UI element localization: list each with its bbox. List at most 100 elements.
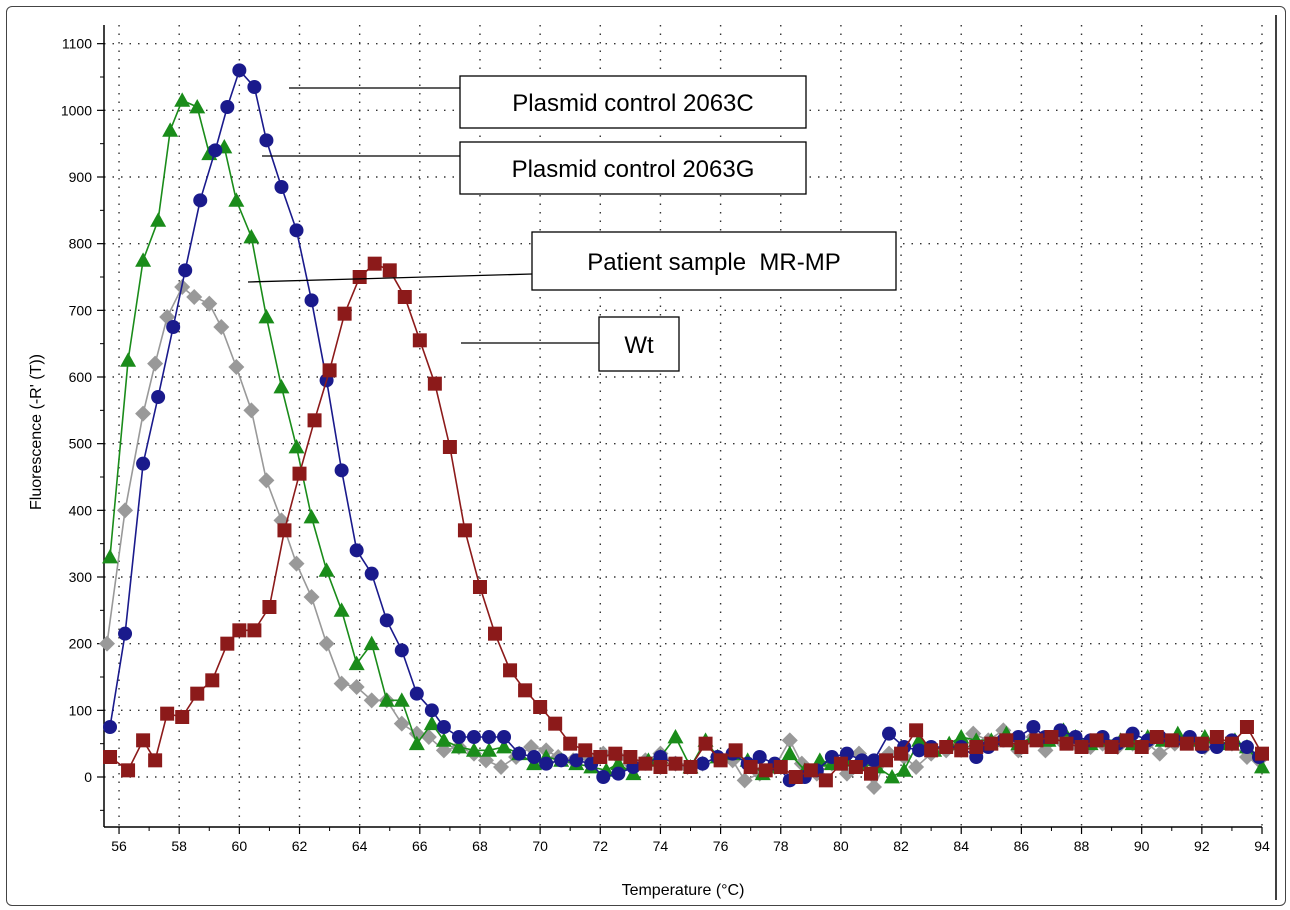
data-point xyxy=(578,743,593,758)
data-point xyxy=(135,405,152,422)
data-point xyxy=(1029,733,1044,748)
y-tick-label: 800 xyxy=(69,236,93,252)
data-point xyxy=(349,543,364,558)
data-point xyxy=(593,750,608,764)
data-point xyxy=(1089,733,1104,748)
data-point xyxy=(348,655,365,671)
data-point xyxy=(412,333,427,348)
x-axis-title: Temperature (°C) xyxy=(622,882,745,899)
y-tick-label: 100 xyxy=(69,702,93,718)
data-point xyxy=(939,740,954,754)
data-point xyxy=(364,566,379,581)
data-point xyxy=(333,602,350,617)
data-point xyxy=(758,763,773,778)
data-point xyxy=(954,743,969,758)
callout-text: Plasmid control 2063G xyxy=(512,156,755,183)
data-point xyxy=(882,726,897,741)
data-point xyxy=(232,63,247,78)
data-point xyxy=(865,779,882,795)
callout-box xyxy=(459,141,807,195)
series-square xyxy=(103,256,1269,788)
data-point xyxy=(424,703,439,718)
data-point xyxy=(393,692,410,707)
data-point xyxy=(548,716,563,731)
x-tick-label: 60 xyxy=(232,838,248,854)
data-point xyxy=(151,390,166,404)
x-tick-label: 78 xyxy=(773,838,789,854)
data-point xyxy=(289,223,304,238)
data-point xyxy=(1239,720,1254,734)
data-point xyxy=(667,729,684,744)
data-point xyxy=(150,212,167,227)
data-point xyxy=(743,760,758,774)
data-point xyxy=(136,733,151,748)
data-point xyxy=(818,773,833,788)
data-point xyxy=(243,229,260,244)
data-point xyxy=(911,732,928,747)
data-point xyxy=(481,730,496,744)
data-point xyxy=(924,743,939,758)
data-point xyxy=(367,256,382,271)
data-point xyxy=(337,306,352,321)
x-ticks: 56 58 60 62 64 66 68 70 72 74 76 78 80 82 84 86 88 90 92 94 xyxy=(111,827,1270,854)
callout-label: Wt xyxy=(461,316,680,372)
data-point xyxy=(160,706,175,721)
data-point xyxy=(1179,736,1194,751)
callout-text: Patient sample MR-MP xyxy=(587,249,840,276)
x-tick-label: 68 xyxy=(472,838,488,854)
x-tick-label: 64 xyxy=(352,838,368,854)
data-point xyxy=(879,753,894,768)
data-point xyxy=(288,439,305,454)
data-point xyxy=(623,750,638,764)
data-point xyxy=(503,663,518,678)
callout-box xyxy=(459,75,807,129)
data-point xyxy=(135,252,152,267)
data-point xyxy=(247,623,262,638)
data-point xyxy=(563,736,578,751)
data-point xyxy=(497,730,512,744)
data-point xyxy=(611,766,626,781)
data-point xyxy=(866,753,881,768)
data-point xyxy=(488,626,503,641)
data-point xyxy=(318,635,335,652)
series-triangle xyxy=(102,92,1270,784)
data-point xyxy=(208,143,223,158)
data-point xyxy=(99,635,116,652)
data-point xyxy=(984,736,999,751)
data-point xyxy=(166,320,181,334)
data-point xyxy=(228,192,245,207)
x-tick-label: 82 xyxy=(893,838,909,854)
callout-label: Plasmid control 2063G xyxy=(262,141,807,195)
callout-text: Plasmid control 2063C xyxy=(512,90,753,117)
data-point xyxy=(243,402,260,419)
data-point xyxy=(1224,736,1239,751)
data-point xyxy=(178,263,193,278)
data-point xyxy=(273,379,290,394)
data-point xyxy=(436,720,451,734)
data-point xyxy=(382,263,397,278)
callout-box xyxy=(598,316,680,372)
data-point xyxy=(788,770,803,784)
x-tick-label: 66 xyxy=(412,838,428,854)
data-point xyxy=(1119,733,1134,748)
data-point xyxy=(554,753,569,768)
data-point xyxy=(117,502,134,519)
callouts: Plasmid control 2063C Plasmid control 206… xyxy=(247,75,897,372)
series-line xyxy=(109,99,1263,778)
x-tick-label: 88 xyxy=(1074,838,1090,854)
data-point xyxy=(378,692,395,707)
data-point xyxy=(102,549,119,564)
data-point xyxy=(427,376,442,391)
data-point xyxy=(518,683,533,698)
data-point xyxy=(1255,746,1269,761)
data-point xyxy=(393,715,410,732)
data-point xyxy=(863,766,878,781)
data-point xyxy=(162,122,179,137)
data-point xyxy=(408,735,425,751)
y-tick-label: 600 xyxy=(69,369,93,385)
data-point xyxy=(713,753,728,768)
data-point xyxy=(969,740,984,754)
data-point xyxy=(220,100,235,114)
data-point xyxy=(512,746,527,761)
data-point xyxy=(1239,740,1254,754)
